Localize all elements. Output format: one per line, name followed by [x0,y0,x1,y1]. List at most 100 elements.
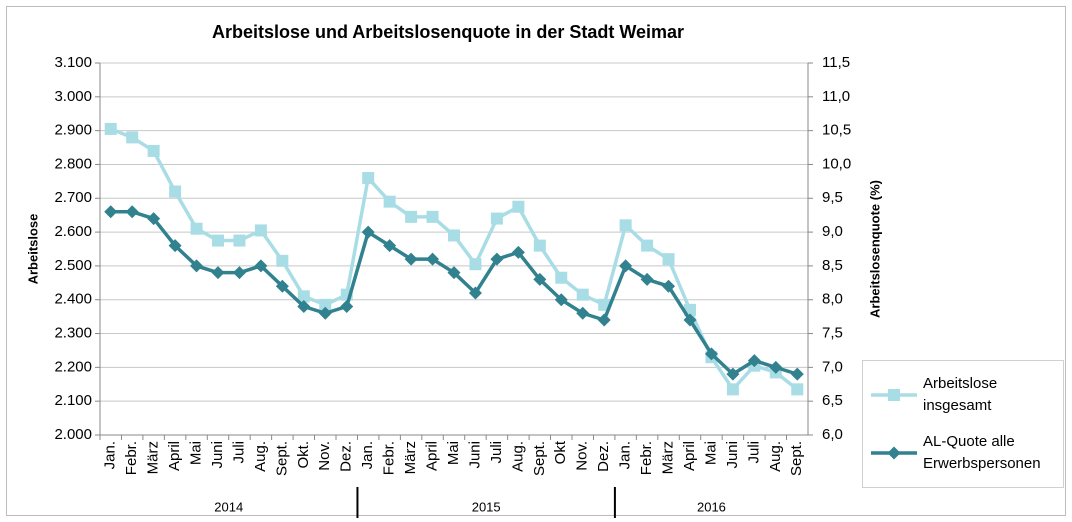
y-tick-label: 2.900 [54,122,92,139]
marker [319,298,332,311]
marker [490,212,503,225]
marker [297,299,311,313]
y2-axis-title: Arbeitslosenquote (%) [867,180,882,318]
marker [468,286,482,300]
marker [597,313,611,327]
legend-item: Arbeitslose insgesamt [869,373,1063,417]
legend-marker [888,389,900,401]
marker [318,306,332,320]
marker [662,253,675,266]
x-tick-label: März [660,441,677,474]
marker [383,195,396,208]
marker [576,306,590,320]
legend-label: AL-Quote alle Erwerbspersonen [923,433,1041,472]
marker [297,290,310,303]
y-tick-label: 2.200 [54,358,92,375]
x-tick-label: Sept. [273,441,290,476]
y-tick-label: 3.000 [54,88,92,105]
marker [190,259,204,273]
marker [726,367,740,381]
marker [405,210,418,223]
y2-tick-label: 11,0 [822,88,850,105]
marker [254,224,267,237]
y2-tick-label: 11,5 [822,54,850,71]
chart-border [6,6,1066,516]
x-tick-label: Sept. [788,441,805,476]
marker [233,234,246,247]
marker [490,252,504,266]
marker [362,171,375,184]
x-group-label: 2014 [214,499,243,514]
marker [104,205,118,219]
marker [190,222,203,235]
marker [619,219,632,232]
x-tick-label: April [681,441,698,471]
x-tick-label: Dez. [595,441,612,472]
x-tick-label: Juni [466,441,483,469]
x-tick-label: Febr. [381,441,398,475]
legend-swatch [871,389,917,401]
x-tick-label: Febr. [638,441,655,475]
x-tick-label: Febr. [123,441,140,475]
x-tick-label: Okt [552,440,569,464]
marker [662,279,676,293]
x-tick-label: Aug. [509,441,526,472]
marker [533,272,547,286]
y-tick-label: 2.800 [54,155,92,172]
x-group-label: 2016 [697,499,726,514]
x-tick-label: Dez. [338,441,355,472]
y2-tick-label: 8,0 [822,291,843,308]
x-tick-label: Aug. [767,441,784,472]
x-tick-label: März [145,441,162,474]
y-tick-label: 2.700 [54,189,92,206]
x-tick-label: Aug. [252,441,269,472]
series-line [110,127,799,392]
marker [447,266,461,280]
y2-tick-label: 9,5 [822,189,843,206]
marker [211,266,225,280]
x-tick-label: Okt. [295,441,312,469]
marker [512,200,525,213]
y-tick-label: 3.100 [54,54,92,71]
y-tick-label: 2.400 [54,291,92,308]
marker [533,239,546,252]
x-tick-label: Nov. [316,441,333,471]
marker [426,252,440,266]
marker [340,299,354,313]
marker [619,259,633,273]
marker [147,144,160,157]
marker [790,367,804,381]
x-tick-label: April [166,441,183,471]
x-tick-label: Juni [724,441,741,469]
marker [126,131,139,144]
x-tick-label: Jan. [617,441,634,469]
x-tick-label: Jan. [102,441,119,469]
marker [641,239,654,252]
marker [576,288,589,301]
x-tick-label: Jan. [359,441,376,469]
legend-swatch [871,446,917,460]
marker [554,293,568,307]
y-tick-label: 2.600 [54,223,92,240]
marker [212,234,224,247]
marker [383,239,397,253]
x-tick-label: April [424,441,441,471]
y-tick-label: 2.000 [54,426,92,443]
y-tick-label: 2.500 [54,257,92,274]
marker [791,383,804,396]
legend-marker [887,446,901,460]
x-tick-label: Juli [745,441,762,464]
marker [125,205,139,219]
marker [276,254,289,267]
marker [726,383,739,396]
marker [254,259,268,273]
y-tick-label: 2.300 [54,325,92,342]
marker [275,279,289,293]
legend-label: Arbeitslose insgesamt [923,375,998,414]
x-tick-label: März [402,441,419,474]
y-tick-label: 2.100 [54,392,92,409]
marker [168,239,182,253]
y2-tick-label: 10,5 [822,122,851,139]
